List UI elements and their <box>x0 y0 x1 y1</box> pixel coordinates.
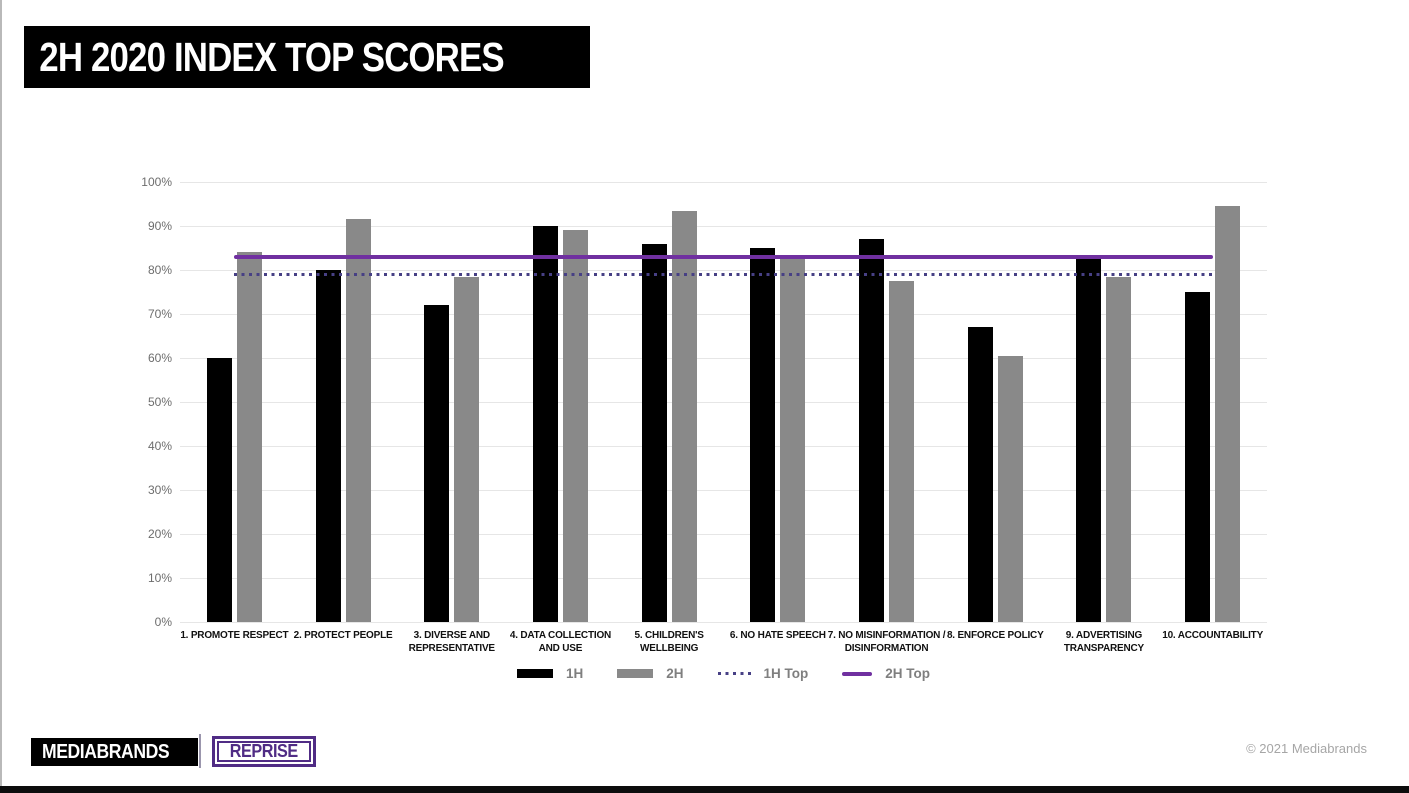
x-axis-category-label: 10. ACCOUNTABILITY <box>1162 630 1264 641</box>
x-axis-category-label: 2. PROTECT PEOPLE <box>293 630 393 641</box>
bar-1h-category-2 <box>315 270 341 622</box>
y-axis-tick-label: 30% <box>147 483 172 497</box>
gridline-60 <box>180 357 1267 359</box>
gridline-20 <box>180 533 1267 535</box>
y-axis-tick-label: 90% <box>147 219 172 233</box>
bar-2h-category-9 <box>1106 276 1132 622</box>
y-axis-tick-label: 60% <box>147 351 172 365</box>
x-axis-category-label: 8. ENFORCE POLICY <box>946 630 1044 641</box>
gridline-90 <box>180 225 1267 227</box>
legend-label: 1H Top <box>763 666 809 681</box>
bar-chart: 0% 10% 20% 30% 40% 50% 60% 70% 80% 90% 100% 1. PROM… <box>141 175 1267 654</box>
page-title: 2H 2020 INDEX TOP SCORES <box>39 33 504 80</box>
logo-divider <box>199 734 201 768</box>
bar-2h-category-2 <box>345 219 371 622</box>
mediabrands-logo: MEDIABRANDS <box>31 738 198 766</box>
bar-2h-category-4 <box>562 230 588 622</box>
bar-1h-category-5 <box>641 243 667 622</box>
bar-2h-category-7 <box>889 281 915 622</box>
y-axis-tick-label: 10% <box>147 571 172 585</box>
slide-left-border <box>0 0 2 793</box>
gridline-40 <box>180 445 1267 447</box>
x-axis-category-label: 9. ADVERTISING TRANSPARENCY <box>1063 630 1145 654</box>
y-axis-tick-label: 0% <box>154 615 172 629</box>
x-axis-category-label: 4. DATA COLLECTION AND USE <box>509 630 612 654</box>
gridline-10 <box>180 577 1267 579</box>
legend-swatch-bar <box>516 669 553 678</box>
title-banner: 2H 2020 INDEX TOP SCORES <box>24 26 590 88</box>
y-axis-tick-label: 70% <box>147 307 172 321</box>
reference-line-2h-top <box>234 254 1213 259</box>
legend-label: 2H Top <box>885 666 931 681</box>
reference-line-1h-top <box>234 272 1213 277</box>
x-axis-category-label: 1. PROMOTE RESPECT <box>180 630 289 641</box>
copyright-text: © 2021 Mediabrands <box>1246 741 1367 756</box>
legend-swatch-bar <box>617 669 654 678</box>
bar-1h-category-10 <box>1185 292 1211 622</box>
bar-1h-category-3 <box>424 305 450 622</box>
x-axis-category-label: 5. CHILDREN'S WELLBEING <box>634 630 704 654</box>
gridline-100 <box>180 181 1267 183</box>
bar-2h-category-8 <box>997 355 1023 622</box>
gridline-30 <box>180 489 1267 491</box>
y-axis-tick-label: 100% <box>141 175 172 189</box>
x-axis-category-label: 7. NO MISINFORMATION / DISINFORMATION <box>827 630 946 654</box>
bar-2h-category-10 <box>1215 206 1241 622</box>
bar-2h-category-6 <box>780 256 806 622</box>
reprise-logo: REPRISE <box>212 736 316 767</box>
bar-1h-category-8 <box>967 327 993 622</box>
mediabrands-logo-text: MEDIABRANDS <box>42 740 170 763</box>
y-axis-tick-label: 40% <box>147 439 172 453</box>
y-axis-tick-label: 50% <box>147 395 172 409</box>
bar-1h-category-1 <box>206 358 232 622</box>
y-axis-tick-label: 20% <box>147 527 172 541</box>
bar-2h-category-1 <box>236 252 262 622</box>
y-axis-tick-label: 80% <box>147 263 172 277</box>
legend-item-2h: 2H <box>617 666 684 681</box>
gridline-50 <box>180 401 1267 403</box>
gridline-0 <box>180 621 1267 623</box>
legend-label: 2H <box>666 666 684 681</box>
legend-label: 1H <box>565 666 584 681</box>
bar-2h-category-3 <box>454 276 480 622</box>
x-axis-category-label: 3. DIVERSE AND REPRESENTATIVE <box>408 630 495 654</box>
legend-item-2h-top: 2H Top <box>842 666 930 681</box>
bar-1h-category-9 <box>1076 256 1102 622</box>
gridline-80 <box>180 269 1267 271</box>
chart-legend: 1H 2H 1H Top 2H Top <box>180 666 1267 681</box>
bar-1h-category-4 <box>532 226 558 622</box>
legend-swatch-solid-line <box>842 671 873 676</box>
legend-item-1h-top: 1H Top <box>717 666 809 681</box>
reprise-logo-text: REPRISE <box>229 741 298 761</box>
legend-item-1h: 1H <box>516 666 584 681</box>
bar-1h-category-7 <box>859 239 885 622</box>
bar-2h-category-5 <box>671 210 697 622</box>
x-axis-category-label: 6. NO HATE SPEECH <box>729 630 826 641</box>
bar-1h-category-6 <box>750 248 776 622</box>
bottom-bar <box>0 786 1409 793</box>
legend-swatch-dotted-line <box>717 671 751 676</box>
gridline-70 <box>180 313 1267 315</box>
